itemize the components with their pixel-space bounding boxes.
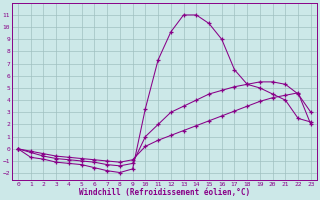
X-axis label: Windchill (Refroidissement éolien,°C): Windchill (Refroidissement éolien,°C) [79,188,250,197]
